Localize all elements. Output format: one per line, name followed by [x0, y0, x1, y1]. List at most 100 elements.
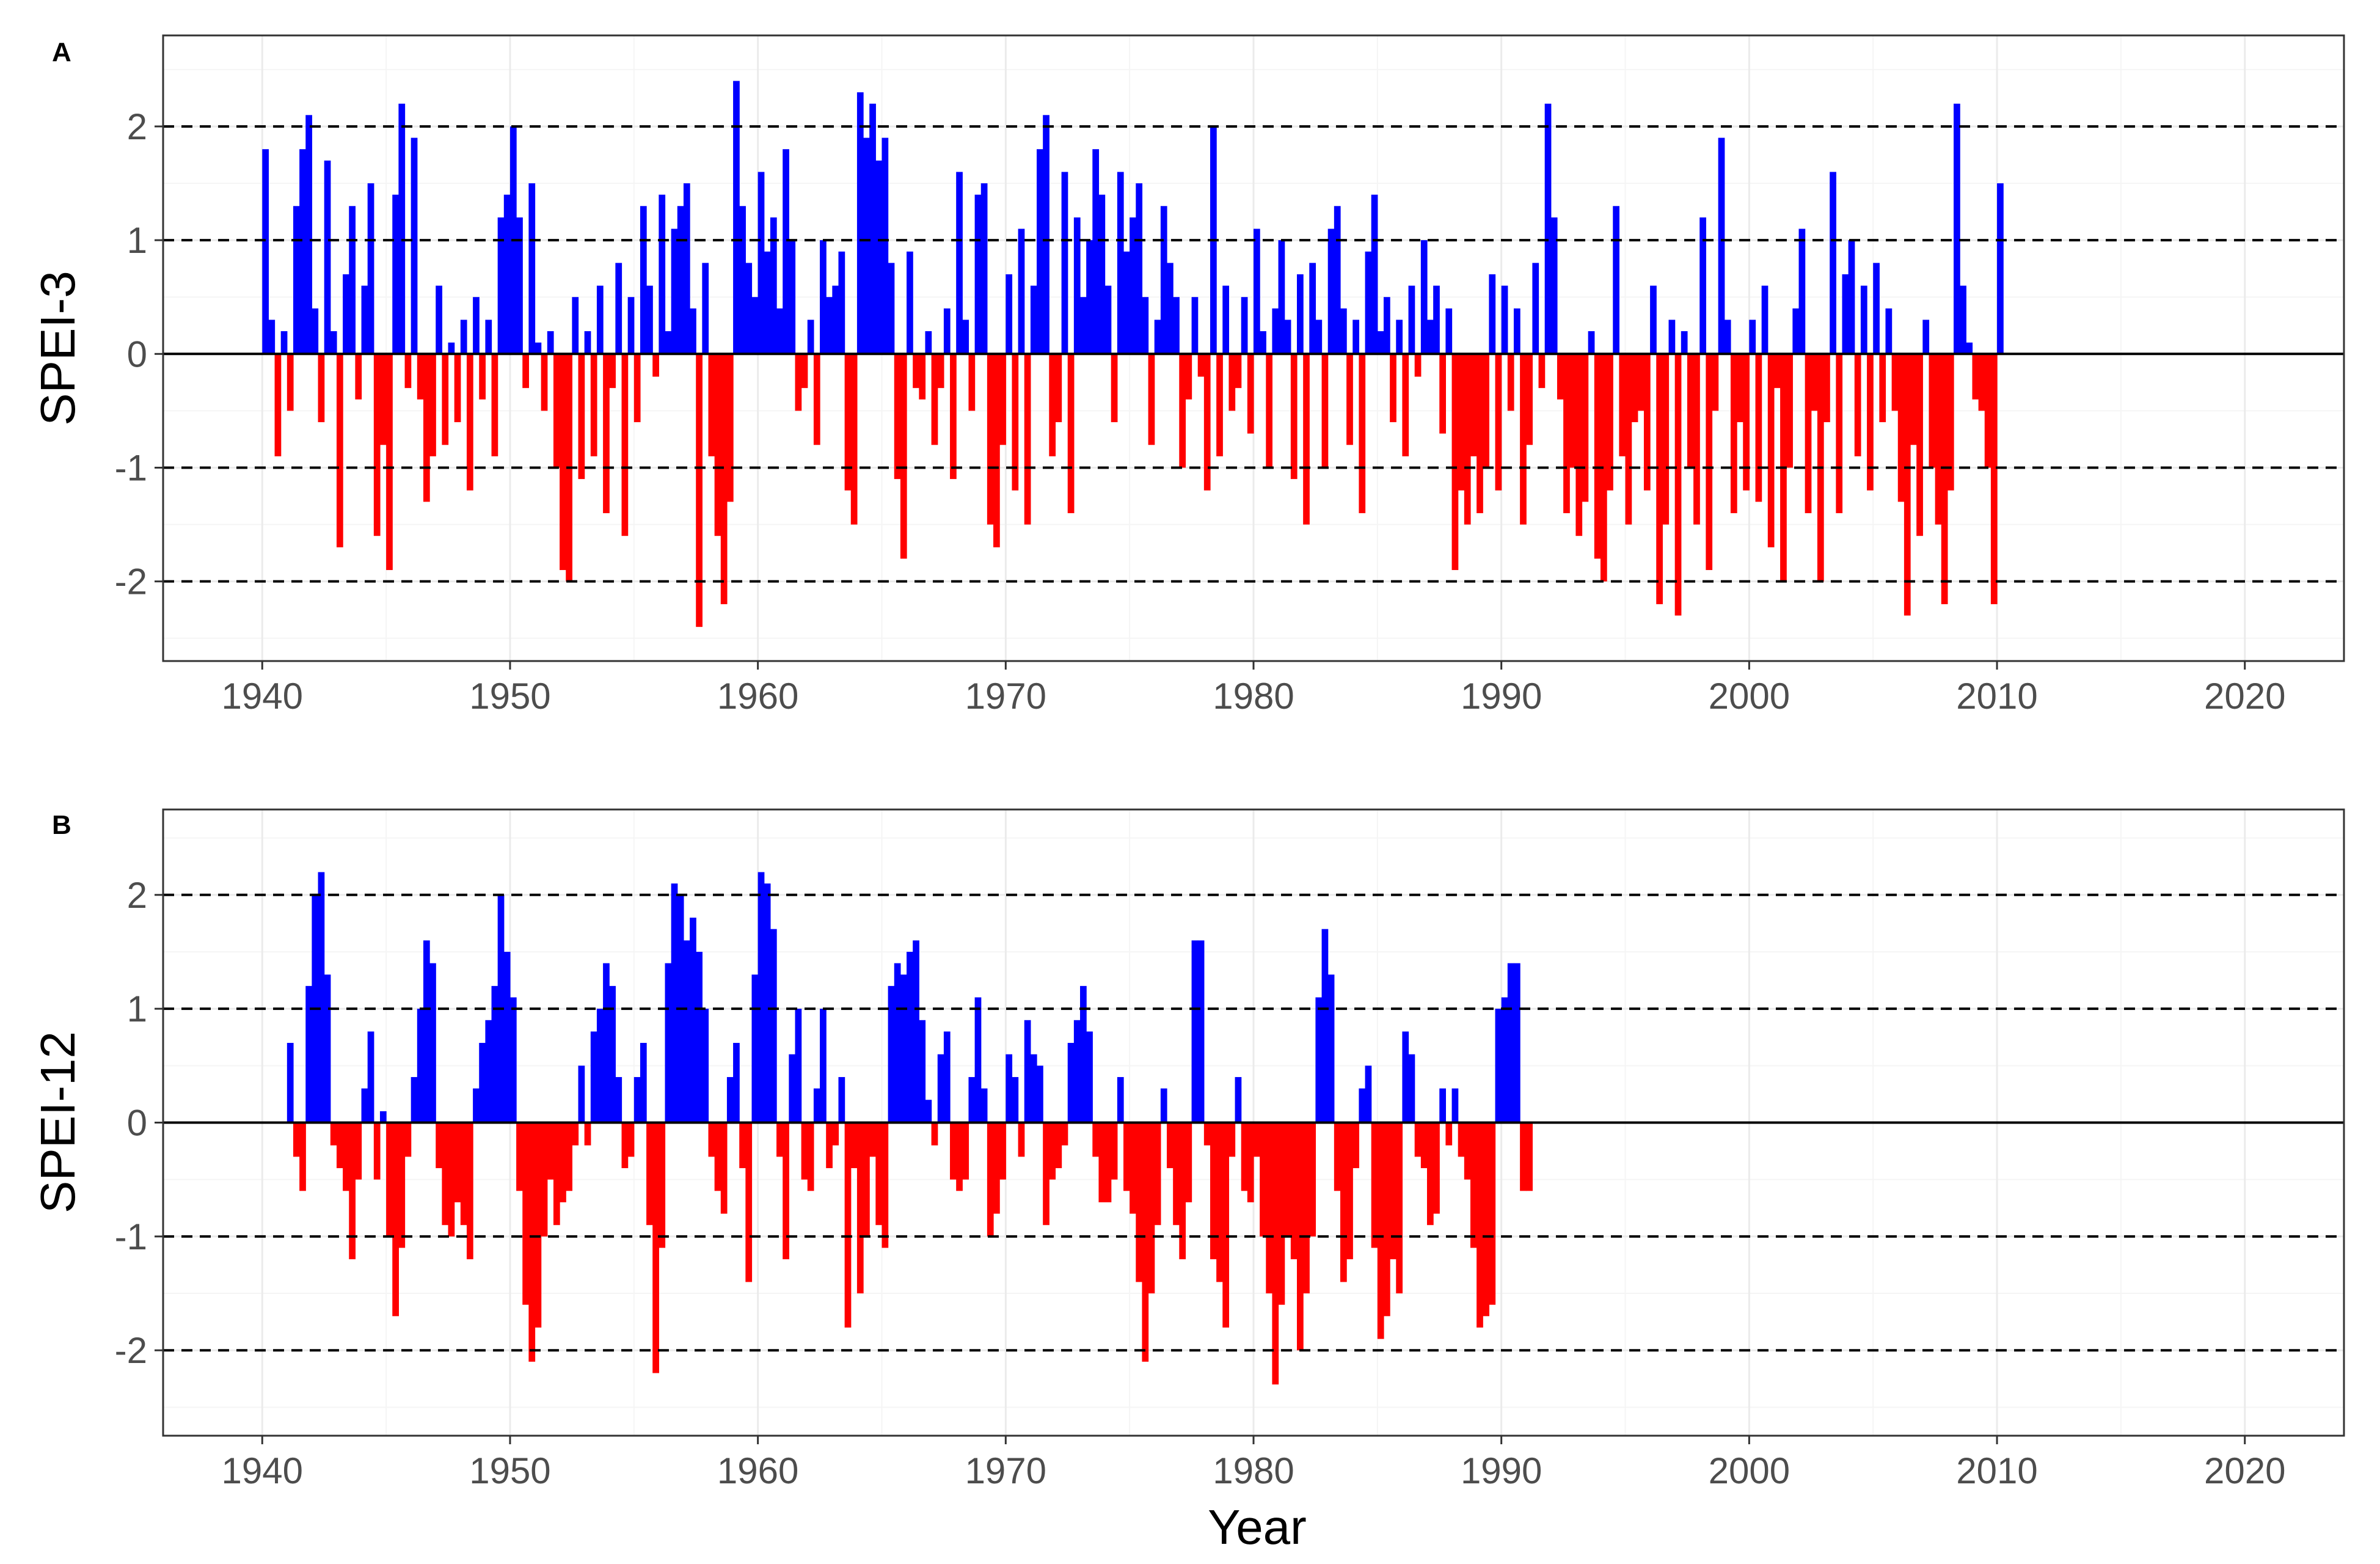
data-bar-positive: [783, 149, 789, 354]
data-bar-negative: [1916, 354, 1923, 536]
data-bar-negative: [1805, 354, 1812, 513]
data-bar-negative: [1712, 354, 1719, 411]
data-bar-negative: [652, 354, 659, 377]
data-bar-positive: [1327, 974, 1335, 1123]
data-bar-negative: [1235, 354, 1242, 389]
data-bar-positive: [1327, 228, 1335, 354]
data-bar-negative: [442, 354, 449, 445]
data-bar-positive: [1860, 285, 1867, 354]
panel-label: B: [52, 810, 71, 840]
data-bar-positive: [1080, 985, 1087, 1123]
data-bar-negative: [584, 1122, 591, 1146]
data-bar-negative: [373, 354, 381, 536]
data-bar-positive: [1451, 1088, 1459, 1123]
data-bar-negative: [1111, 1122, 1118, 1180]
data-bar-negative: [1773, 354, 1781, 389]
data-bar-positive: [1160, 206, 1167, 354]
data-bar-positive: [1718, 137, 1725, 354]
data-bar-negative: [1284, 1122, 1291, 1237]
data-bar-negative: [1241, 1122, 1248, 1191]
data-bar-negative: [1433, 1122, 1440, 1214]
data-bar-negative: [1836, 354, 1843, 513]
data-bar-positive: [1439, 1088, 1446, 1123]
data-bar-positive: [528, 183, 536, 354]
data-bar-positive: [1284, 320, 1291, 354]
data-bar-negative: [875, 1122, 883, 1226]
data-bar-negative: [1390, 1122, 1396, 1260]
data-bar-positive: [795, 1009, 802, 1123]
data-bar-negative: [850, 1122, 858, 1169]
data-bar-positive: [770, 929, 777, 1123]
x-tick-label: 2020: [2204, 676, 2285, 717]
data-bar-positive: [875, 160, 883, 354]
data-bar-positive: [1532, 263, 1539, 354]
data-bar-negative: [547, 1122, 554, 1180]
data-bar-positive: [1352, 320, 1360, 354]
data-bar-negative: [1600, 354, 1607, 582]
data-bar-positive: [764, 251, 771, 354]
data-bar-negative: [560, 1122, 566, 1202]
data-bar-positive: [411, 137, 418, 354]
data-bar-positive: [1501, 285, 1508, 354]
data-bar-positive: [361, 1088, 368, 1123]
data-bar-positive: [343, 274, 349, 354]
x-tick-label: 2010: [1956, 1450, 2037, 1491]
data-bar-positive: [696, 951, 703, 1123]
data-bar-positive: [1650, 285, 1657, 354]
data-bar-negative: [646, 1122, 653, 1226]
data-bar-negative: [293, 1122, 300, 1157]
data-bar-positive: [1117, 172, 1124, 354]
data-bar-positive: [615, 1076, 622, 1123]
data-bar-positive: [900, 974, 907, 1123]
data-bar-positive: [1142, 297, 1149, 354]
data-bar-positive: [1086, 240, 1093, 354]
data-bar-positive: [665, 963, 672, 1123]
data-bar-negative: [962, 1122, 969, 1180]
data-bar-positive: [919, 1020, 926, 1123]
data-bar-positive: [1222, 285, 1230, 354]
data-bar-positive: [869, 103, 876, 354]
data-bar-negative: [417, 354, 424, 400]
data-bar-positive: [1272, 308, 1279, 354]
data-bar-negative: [869, 1122, 876, 1157]
data-bar-positive: [578, 1065, 585, 1123]
data-bar-negative: [398, 1122, 406, 1248]
data-bar-positive: [1136, 183, 1143, 354]
data-bar-positive: [1848, 240, 1855, 354]
data-bar-negative: [844, 354, 852, 491]
data-bar-negative: [1575, 354, 1583, 536]
data-bar-negative: [336, 354, 343, 547]
data-bar-negative: [633, 354, 641, 423]
y-tick-label: 1: [127, 988, 147, 1029]
data-bar-negative: [931, 354, 938, 445]
data-bar-negative: [355, 1122, 362, 1180]
data-bar-positive: [1613, 206, 1619, 354]
data-bar-positive: [1445, 308, 1453, 354]
data-bar-negative: [1049, 354, 1056, 456]
data-bar-positive: [1315, 997, 1323, 1123]
data-bar-negative: [776, 1122, 783, 1157]
y-tick-label: -1: [115, 447, 147, 488]
data-bar-negative: [330, 1122, 337, 1146]
data-bar-negative: [1470, 354, 1477, 456]
data-bar-positive: [1080, 297, 1087, 354]
data-bar-positive: [956, 172, 963, 354]
data-bar-positive: [764, 883, 771, 1123]
data-bar-negative: [856, 1122, 864, 1294]
data-bar-negative: [1538, 354, 1546, 389]
data-bar-negative: [813, 354, 820, 445]
data-bar-negative: [1619, 354, 1626, 456]
data-bar-negative: [1569, 354, 1576, 468]
data-bar-positive: [349, 206, 356, 354]
data-bar-negative: [1458, 354, 1465, 491]
data-bar-positive: [1426, 320, 1434, 354]
data-bar-negative: [1451, 354, 1459, 571]
x-tick-label: 2000: [1709, 1450, 1790, 1491]
data-bar-negative: [1043, 1122, 1049, 1226]
data-bar-negative: [919, 354, 926, 400]
y-axis-title: SPEI-12: [31, 1031, 85, 1213]
data-bar-positive: [324, 974, 331, 1123]
data-bar-positive: [962, 320, 969, 354]
data-bar-negative: [1148, 1122, 1155, 1294]
data-bar-positive: [1334, 206, 1341, 354]
